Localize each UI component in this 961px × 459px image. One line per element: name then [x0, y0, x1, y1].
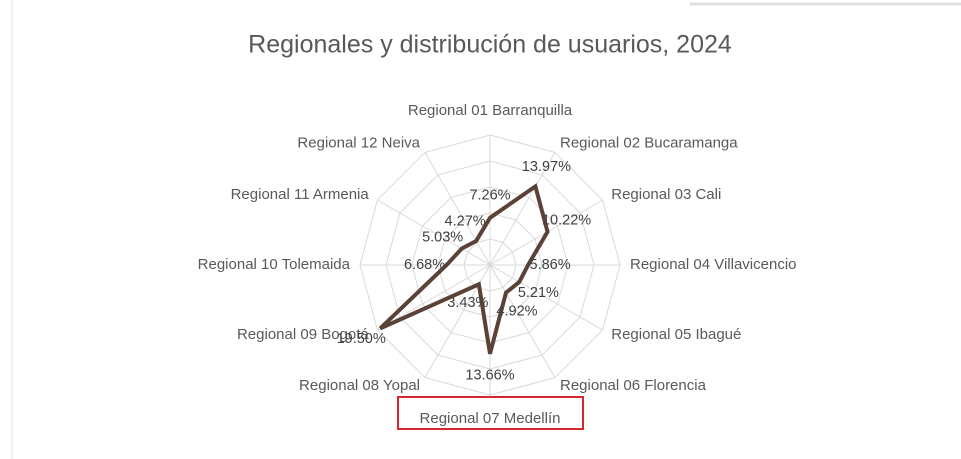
data-label: 4.92% [496, 304, 537, 320]
data-label: 6.68% [404, 257, 445, 273]
category-label: Regional 03 Cali [611, 186, 721, 203]
category-label: Regional 06 Florencia [560, 377, 707, 394]
grid-spoke [489, 264, 556, 378]
category-label: Regional 04 Villavicencio [630, 256, 797, 273]
category-label: Regional 02 Bucaramanga [560, 135, 738, 152]
data-label: 13.97% [522, 159, 571, 175]
category-label: Regional 05 Ibagué [611, 326, 741, 343]
data-label: 19.50% [337, 331, 386, 347]
chart-title: Regionales y distribución de usuarios, 2… [248, 31, 732, 59]
category-label: Regional 12 Neiva [297, 135, 420, 152]
data-label: 3.43% [447, 295, 488, 311]
highlight-box [397, 396, 584, 430]
data-label: 7.26% [469, 188, 510, 204]
data-label: 5.21% [518, 285, 559, 301]
data-label: 10.22% [542, 213, 591, 229]
category-label: Regional 09 Bogotá [237, 326, 369, 343]
data-label: 13.66% [465, 368, 514, 384]
category-label: Regional 01 Barranquilla [408, 102, 573, 119]
grid-spoke [489, 152, 556, 266]
data-line [378, 183, 550, 355]
category-label: Regional 11 Armenia [231, 186, 370, 203]
data-label: 4.27% [445, 214, 486, 230]
grid-spoke [489, 264, 603, 331]
data-label: 5.03% [422, 229, 463, 245]
grid-spoke [424, 152, 491, 266]
category-label: Regional 08 Yopal [299, 377, 420, 394]
data-label: 5.86% [530, 257, 571, 273]
category-label: Regional 07 Medellín [420, 410, 561, 427]
grid-spoke [377, 199, 491, 266]
category-label: Regional 10 Tolemaida [198, 256, 351, 273]
